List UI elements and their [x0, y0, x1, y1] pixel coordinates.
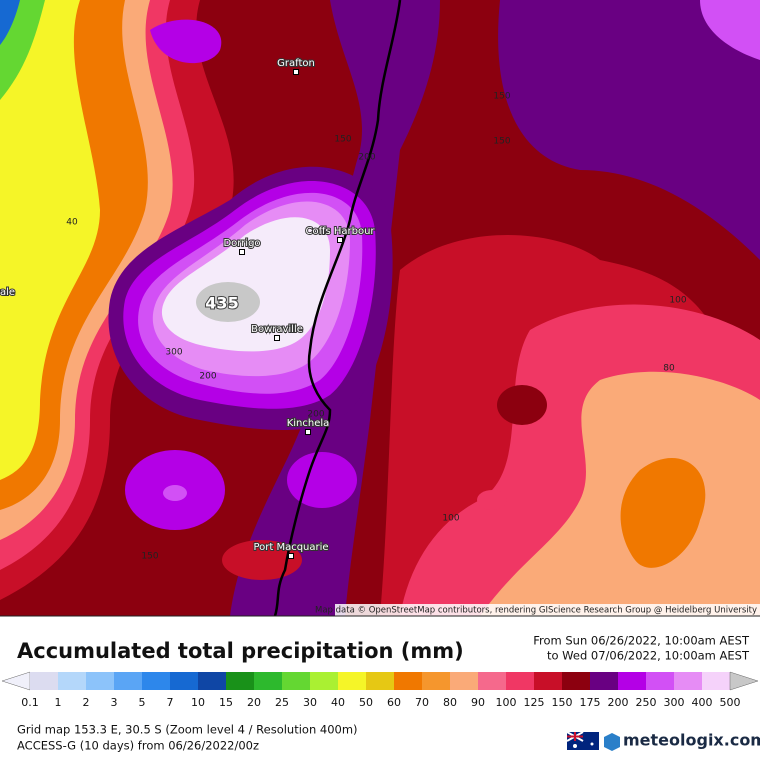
attribution-bg: [335, 604, 760, 616]
colorbar-swatch: [562, 672, 590, 690]
colorbar-tick-label: 2: [83, 696, 90, 709]
flag: [566, 731, 599, 750]
place-marker: [337, 237, 343, 243]
colorbar-swatch: [674, 672, 702, 690]
contour-label: 200: [307, 410, 324, 420]
colorbar-tick-label: 500: [720, 696, 741, 709]
place-marker: [288, 553, 294, 559]
colorbar-tick-label: 30: [303, 696, 317, 709]
attribution: Map data © OpenStreetMap contributors, r…: [315, 606, 757, 616]
colorbar-swatch: [534, 672, 562, 690]
contour-label: 150: [493, 92, 510, 102]
colorbar-swatch: [590, 672, 618, 690]
colorbar-tick-label: 5: [139, 696, 146, 709]
colorbar-tick-label: 10: [191, 696, 205, 709]
colorbar-swatch: [450, 672, 478, 690]
colorbar-tick-label: 300: [664, 696, 685, 709]
colorbar-tick-label: 70: [415, 696, 429, 709]
colorbar-tick-label: 90: [471, 696, 485, 709]
colorbar-tick-label: 0.1: [21, 696, 39, 709]
contour-labels: 150 150 150 200 40 100 80 300 200 200 100 150: [66, 92, 687, 562]
place-label: Port Macquarie: [253, 542, 328, 553]
contour-label: 150: [334, 135, 351, 145]
colorbar-tick-label: 7: [167, 696, 174, 709]
places: Grafton Dorrigo Coffs Harbour Bowraville Kin…: [222, 57, 376, 559]
contour-label: 100: [669, 296, 686, 306]
colorbar-tick-label: 250: [636, 696, 657, 709]
colorbar-swatch: [506, 672, 534, 690]
colorbar-tick-label: 150: [552, 696, 573, 709]
colorbar-swatch: [366, 672, 394, 690]
colorbar-tick-label: 3: [111, 696, 118, 709]
edge-label: ale: [0, 287, 15, 298]
contour-label: 200: [199, 372, 216, 382]
place-label: Grafton: [277, 58, 315, 69]
colorbar-tick-label: 175: [580, 696, 601, 709]
colorbar-tick-label: 200: [608, 696, 629, 709]
place-label: Coffs Harbour: [305, 226, 375, 237]
max-label: 435: [205, 294, 238, 313]
place-label: Bowraville: [251, 324, 303, 335]
colorbar-tick-label: 80: [443, 696, 457, 709]
map: [0, 0, 760, 617]
place-label: Dorrigo: [223, 238, 260, 249]
colorbar-swatch: [394, 672, 422, 690]
place-marker: [239, 249, 245, 255]
contour-label: 150: [141, 552, 158, 562]
contour-label: 150: [493, 137, 510, 147]
colorbar-swatch: [618, 672, 646, 690]
place-marker: [293, 69, 299, 75]
colorbar-swatch: [478, 672, 506, 690]
legend-title: Accumulated total precipitation (mm): [17, 639, 464, 663]
colorbar-tick-label: 400: [692, 696, 713, 709]
colorbar-swatch: [58, 672, 86, 690]
period-to: to Wed 07/06/2022, 10:00am AEST: [547, 649, 750, 663]
contour-label: 200: [358, 153, 375, 163]
colorbar-swatch: [310, 672, 338, 690]
model-info: ACCESS-G (10 days) from 06/26/2022/00z: [17, 739, 259, 753]
colorbar-swatch: [282, 672, 310, 690]
place-marker: [305, 429, 311, 435]
brand[interactable]: meteologix.com: [623, 731, 760, 750]
colorbar-tick-label: 1: [55, 696, 62, 709]
colorbar-tick-label: 40: [331, 696, 345, 709]
period-from: From Sun 06/26/2022, 10:00am AEST: [533, 634, 750, 648]
logo-icon: [604, 733, 620, 751]
colorbar-under: [1, 671, 31, 691]
colorbar-swatch: [114, 672, 142, 690]
colorbar-tick-label: 15: [219, 696, 233, 709]
colorbar-tick-label: 25: [275, 696, 289, 709]
colorbar-tick-label: 100: [496, 696, 517, 709]
place-marker: [274, 335, 280, 341]
colorbar-swatch: [702, 672, 730, 690]
colorbar: 0.1 1 2 3 5 7 10 15 20 25 30 40 50 60 70 80 90 100 125 150 1…: [1, 671, 759, 709]
place-label: Kinchela: [287, 418, 330, 429]
contour-label: 40: [66, 218, 78, 228]
contour-label: 100: [442, 514, 459, 524]
colorbar-tick-label: 20: [247, 696, 261, 709]
colorbar-swatch: [422, 672, 450, 690]
colorbar-swatch: [254, 672, 282, 690]
colorbar-swatch: [86, 672, 114, 690]
colorbar-tick-label: 125: [524, 696, 545, 709]
colorbar-swatch: [30, 672, 58, 690]
colorbar-swatch: [198, 672, 226, 690]
colorbar-tick-label: 50: [359, 696, 373, 709]
colorbar-swatch: [646, 672, 674, 690]
colorbar-over: [729, 671, 759, 691]
contour-label: 80: [663, 364, 675, 374]
colorbar-swatch: [142, 672, 170, 690]
grid-info: Grid map 153.3 E, 30.5 S (Zoom level 4 /…: [17, 723, 358, 737]
contour-label: 300: [165, 348, 182, 358]
colorbar-swatch: [170, 672, 198, 690]
colorbar-swatch: [226, 672, 254, 690]
colorbar-swatch: [338, 672, 366, 690]
colorbar-tick-label: 60: [387, 696, 401, 709]
